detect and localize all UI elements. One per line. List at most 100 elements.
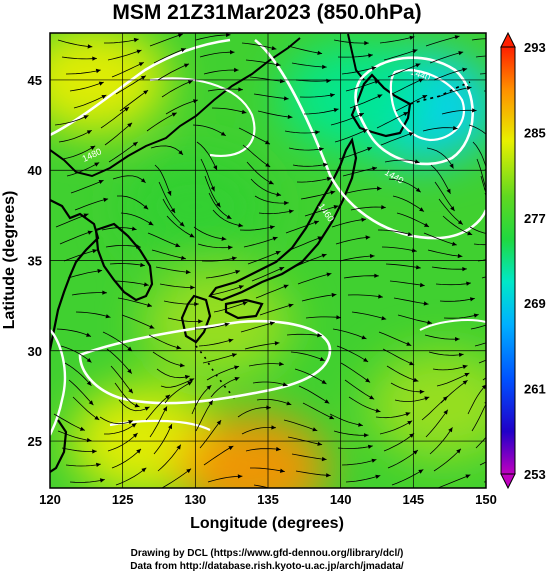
streamline-arrow [140,178,146,183]
streamline-arrow [282,382,288,387]
streamline [71,292,107,296]
streamline-arrow [454,35,460,40]
streamline-arrow [131,423,137,428]
streamline [250,178,282,196]
streamline [257,110,293,118]
streamline [379,36,415,44]
streamline [249,76,285,83]
streamline-arrow [466,85,472,91]
streamline-arrow [269,321,275,326]
streamline-arrow [187,381,193,386]
streamline-arrow [127,346,133,352]
streamline [195,34,231,41]
streamline-arrow [365,378,371,383]
streamline-arrow [455,337,460,342]
streamline-arrow [198,319,203,324]
streamline-arrow [409,433,415,438]
streamline [342,167,378,177]
streamline-arrow [141,467,147,473]
streamline [392,195,425,212]
streamline-arrow [190,285,195,290]
streamline-arrow [319,357,325,361]
streamline-arrow [279,267,285,272]
streamline-arrow [374,79,380,84]
streamline [105,245,141,248]
streamline [159,283,195,288]
streamline [253,93,289,100]
streamline-arrow [92,449,97,454]
streamline [348,396,381,413]
streamline [428,351,464,356]
streamline [391,78,424,95]
streamline-arrow [176,444,181,450]
streamline [301,294,337,302]
streamline [149,33,184,47]
streamline-arrow [148,221,154,226]
streamline-arrow [103,197,109,202]
streamline [429,51,464,64]
streamline [393,297,429,305]
streamline [244,342,280,350]
streamline [430,164,451,194]
streamline [158,181,176,214]
streamline-arrow [333,108,339,113]
y-tick-label: 30 [28,344,42,359]
streamline-arrow [288,209,294,214]
streamline-arrow [322,162,328,167]
streamline-arrow [322,64,327,69]
streamline-arrow [407,420,413,425]
streamline-arrow [490,203,494,208]
streamline [104,422,137,435]
streamline [336,345,369,363]
streamline-arrow [226,214,232,219]
streamline-arrow [143,282,149,287]
streamline-arrow [408,132,414,137]
y-axis: 25 30 35 40 45 [28,73,42,449]
streamline-arrow [102,290,107,295]
streamline-arrow [231,256,237,261]
streamline [199,419,222,449]
streamline-arrow [422,95,428,100]
streamline-arrow [208,400,213,406]
streamline [295,79,331,82]
streamline-arrow [127,368,132,374]
streamline [394,396,430,402]
streamline [100,106,130,129]
streamline-arrow [319,147,324,152]
streamline [157,63,190,81]
streamline-arrow [368,53,373,58]
streamline [345,80,380,92]
streamline-arrow [181,255,186,260]
streamline-arrow [276,192,282,197]
streamline [207,475,243,483]
streamline [117,297,153,307]
streamline [74,198,109,211]
streamline [121,314,155,329]
streamline [65,463,101,467]
streamline [381,246,417,252]
plot-area: 1440 1440 1460 1480 [50,33,494,488]
wind-streamlines [53,33,494,488]
streamline [253,484,271,488]
y-tick-label: 25 [28,434,42,449]
streamline-arrow [213,165,218,171]
streamline-arrow [326,176,332,182]
streamline-arrow [237,474,243,479]
streamline-arrow [317,50,323,55]
streamline-arrow [220,131,226,136]
streamline [70,179,104,194]
streamline [379,420,413,435]
streamline [106,348,133,374]
streamline [429,427,453,455]
y-tick-label: 35 [28,254,42,269]
streamline [196,141,218,171]
streamline [395,94,428,112]
streamline [107,432,138,452]
streamline-arrow [83,213,89,218]
streamline [296,177,332,183]
streamline-arrow [326,272,332,277]
streamline [431,266,467,270]
streamline [287,45,323,54]
streamline-arrow [381,205,386,210]
streamline-arrow [228,338,234,343]
